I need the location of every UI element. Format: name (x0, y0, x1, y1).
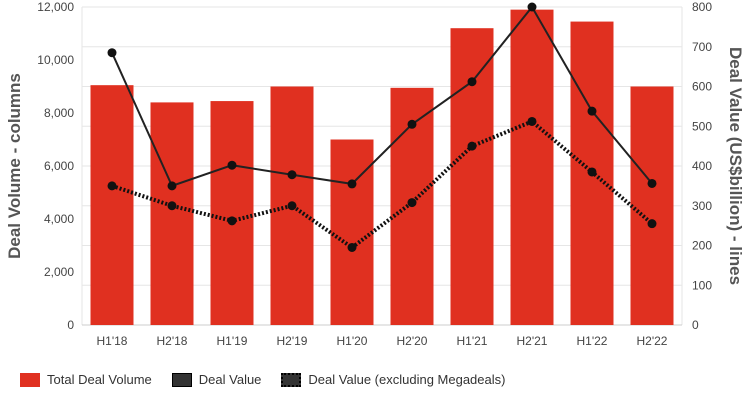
y-tick-label: 10,000 (37, 53, 74, 67)
y2-tick-label: 500 (692, 119, 712, 133)
x-tick-label: H2'19 (277, 334, 308, 348)
deal-value-point-H2'22[interactable] (647, 178, 657, 188)
deal-value-point-H2'21[interactable] (527, 2, 537, 12)
x-tick-label: H1'20 (337, 334, 368, 348)
deal-value-excl-megadeals-point-H2'19[interactable] (287, 201, 297, 211)
deal-value-excl-megadeals-point-H1'21[interactable] (467, 141, 477, 151)
y-tick-label: 0 (67, 318, 74, 332)
deal-value-line (111, 5, 653, 188)
deal-value-excl-megadeals-point-H2'21[interactable] (527, 116, 537, 126)
deal-value-excl-megadeals-point-H1'19[interactable] (227, 216, 237, 226)
y2-tick-label: 100 (692, 278, 712, 292)
bar-H1'19[interactable] (210, 101, 254, 325)
x-tick-label: H2'21 (517, 334, 548, 348)
y-axis-title: Deal Volume - columns (5, 73, 24, 259)
deal-value-point-H2'18[interactable] (167, 181, 177, 191)
bar-H1'21[interactable] (450, 28, 494, 325)
deal-value-excl-megadeals-point-H1'22[interactable] (587, 167, 597, 177)
legend-item-deal-value[interactable]: Deal Value (171, 372, 262, 387)
y-tick-label: 12,000 (37, 0, 74, 14)
deal-value-point-H1'21[interactable] (467, 77, 477, 87)
bar-H2'22[interactable] (630, 86, 674, 326)
x-tick-label: H2'18 (157, 334, 188, 348)
legend-swatch-line (171, 372, 192, 387)
deal-value-excl-megadeals-line (111, 119, 654, 250)
x-axis-ticks: H1'18 H2'18 H1'19 H2'19 H1'20 H2'20 H1'21 H2'21… (97, 334, 668, 348)
bars (90, 9, 674, 326)
deal-value-excl-megadeals-point-H1'20[interactable] (347, 242, 357, 252)
y2-axis-title: Deal Value (US$billion) - lines (726, 47, 745, 285)
y2-tick-label: 600 (692, 80, 712, 94)
y2-tick-label: 200 (692, 239, 712, 253)
bar-H2'18[interactable] (150, 102, 194, 326)
x-tick-label: H2'20 (397, 334, 428, 348)
y2-tick-label: 300 (692, 199, 712, 213)
deal-value-point-H1'19[interactable] (227, 160, 237, 170)
legend-swatch-bar (20, 372, 40, 387)
legend-item-total-deal-volume[interactable]: Total Deal Volume (20, 372, 152, 387)
y2-tick-label: 0 (692, 318, 699, 332)
legend-item-deal-value-excl[interactable]: Deal Value (excluding Megadeals) (281, 372, 505, 387)
bar-H1'20[interactable] (330, 139, 374, 326)
left-axis-ticks: 0 2,000 4,000 6,000 8,000 10,000 12,000 (37, 0, 74, 332)
legend-label: Total Deal Volume (47, 372, 152, 387)
y2-tick-label: 400 (692, 159, 712, 173)
deal-value-excl-megadeals-point-H2'18[interactable] (167, 201, 177, 211)
x-tick-label: H2'22 (637, 334, 668, 348)
x-tick-label: H1'21 (457, 334, 488, 348)
x-tick-label: H1'18 (97, 334, 128, 348)
y2-tick-label: 700 (692, 40, 712, 54)
bar-H1'18[interactable] (90, 85, 134, 325)
deal-value-excl-megadeals-point-H2'20[interactable] (407, 198, 417, 208)
legend-label: Deal Value (198, 372, 262, 387)
deal-value-point-H1'20[interactable] (347, 179, 357, 189)
right-axis-ticks: 0 100 200 300 400 500 600 700 800 (692, 0, 712, 332)
y2-tick-label: 800 (692, 0, 712, 14)
y-tick-label: 8,000 (44, 106, 74, 120)
y-tick-label: 4,000 (44, 212, 74, 226)
legend: Total Deal Volume Deal Value Deal Value … (20, 372, 525, 387)
x-tick-label: H1'19 (217, 334, 248, 348)
deal-value-point-H2'20[interactable] (407, 119, 417, 129)
legend-swatch-dotted (281, 372, 302, 387)
deal-value-point-H1'22[interactable] (587, 106, 597, 116)
deal-value-excl-megadeals-point-H1'18[interactable] (107, 181, 117, 191)
y-tick-label: 6,000 (44, 159, 74, 173)
legend-label: Deal Value (excluding Megadeals) (308, 372, 506, 387)
deal-value-point-H1'18[interactable] (107, 48, 117, 58)
deal-value-excl-megadeals-point-H2'22[interactable] (647, 219, 657, 229)
x-tick-label: H1'22 (577, 334, 608, 348)
lines (107, 2, 657, 252)
y-tick-label: 2,000 (44, 265, 74, 279)
bar-H2'21[interactable] (510, 9, 554, 326)
deal-value-point-H2'19[interactable] (287, 170, 297, 180)
